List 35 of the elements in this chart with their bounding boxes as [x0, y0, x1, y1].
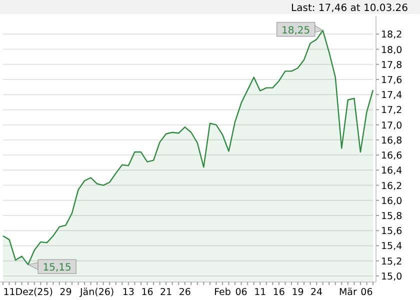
x-tick-label: 16	[272, 287, 285, 298]
y-tick-label: 15,2	[381, 256, 402, 268]
x-tick-label: Feb	[214, 287, 231, 298]
x-tick-label: 29	[60, 287, 72, 298]
x-tick-label: 11Dez(25)	[3, 287, 53, 298]
y-tick-label: 16,2	[381, 180, 402, 192]
x-tick-label: 16	[141, 287, 154, 298]
y-tick-label: 17,8	[381, 60, 402, 71]
x-tick-label: 11	[254, 287, 266, 298]
y-tick-label: 16,4	[381, 166, 402, 177]
x-tick-label: Jän(26)	[78, 287, 114, 298]
y-tick-label: 16,8	[381, 135, 402, 146]
y-tick-label: 17,4	[381, 90, 402, 102]
y-tick-label: 17,0	[381, 120, 402, 132]
y-tick-label: 15,6	[381, 226, 402, 238]
y-tick-label: 18,0	[381, 44, 402, 56]
y-tick-label: 15,0	[381, 271, 402, 282]
x-tick-label: 13	[122, 287, 134, 298]
annotation: 18,25	[282, 25, 310, 36]
y-tick-label: 17,6	[381, 74, 402, 86]
x-tick-label: 26	[178, 287, 191, 298]
y-tick-label: 17,2	[381, 105, 402, 116]
x-tick-label: 06	[360, 287, 373, 298]
x-tick-label: 06	[235, 287, 248, 298]
x-tick-label: 21	[160, 287, 172, 298]
y-tick-label: 18,2	[381, 30, 402, 41]
y-tick-label: 16,0	[381, 196, 402, 207]
text: Last: 17,46 at 10.03.26	[291, 3, 408, 14]
annotation: 15,15	[42, 262, 72, 274]
x-tick-label: 24	[310, 287, 323, 298]
y-tick-label: 16,6	[381, 150, 402, 162]
x-tick-label: Mär	[338, 287, 357, 298]
x-tick-label: 19	[292, 287, 304, 298]
y-tick-label: 15,4	[381, 241, 402, 252]
y-tick-label: 15,8	[381, 211, 402, 222]
